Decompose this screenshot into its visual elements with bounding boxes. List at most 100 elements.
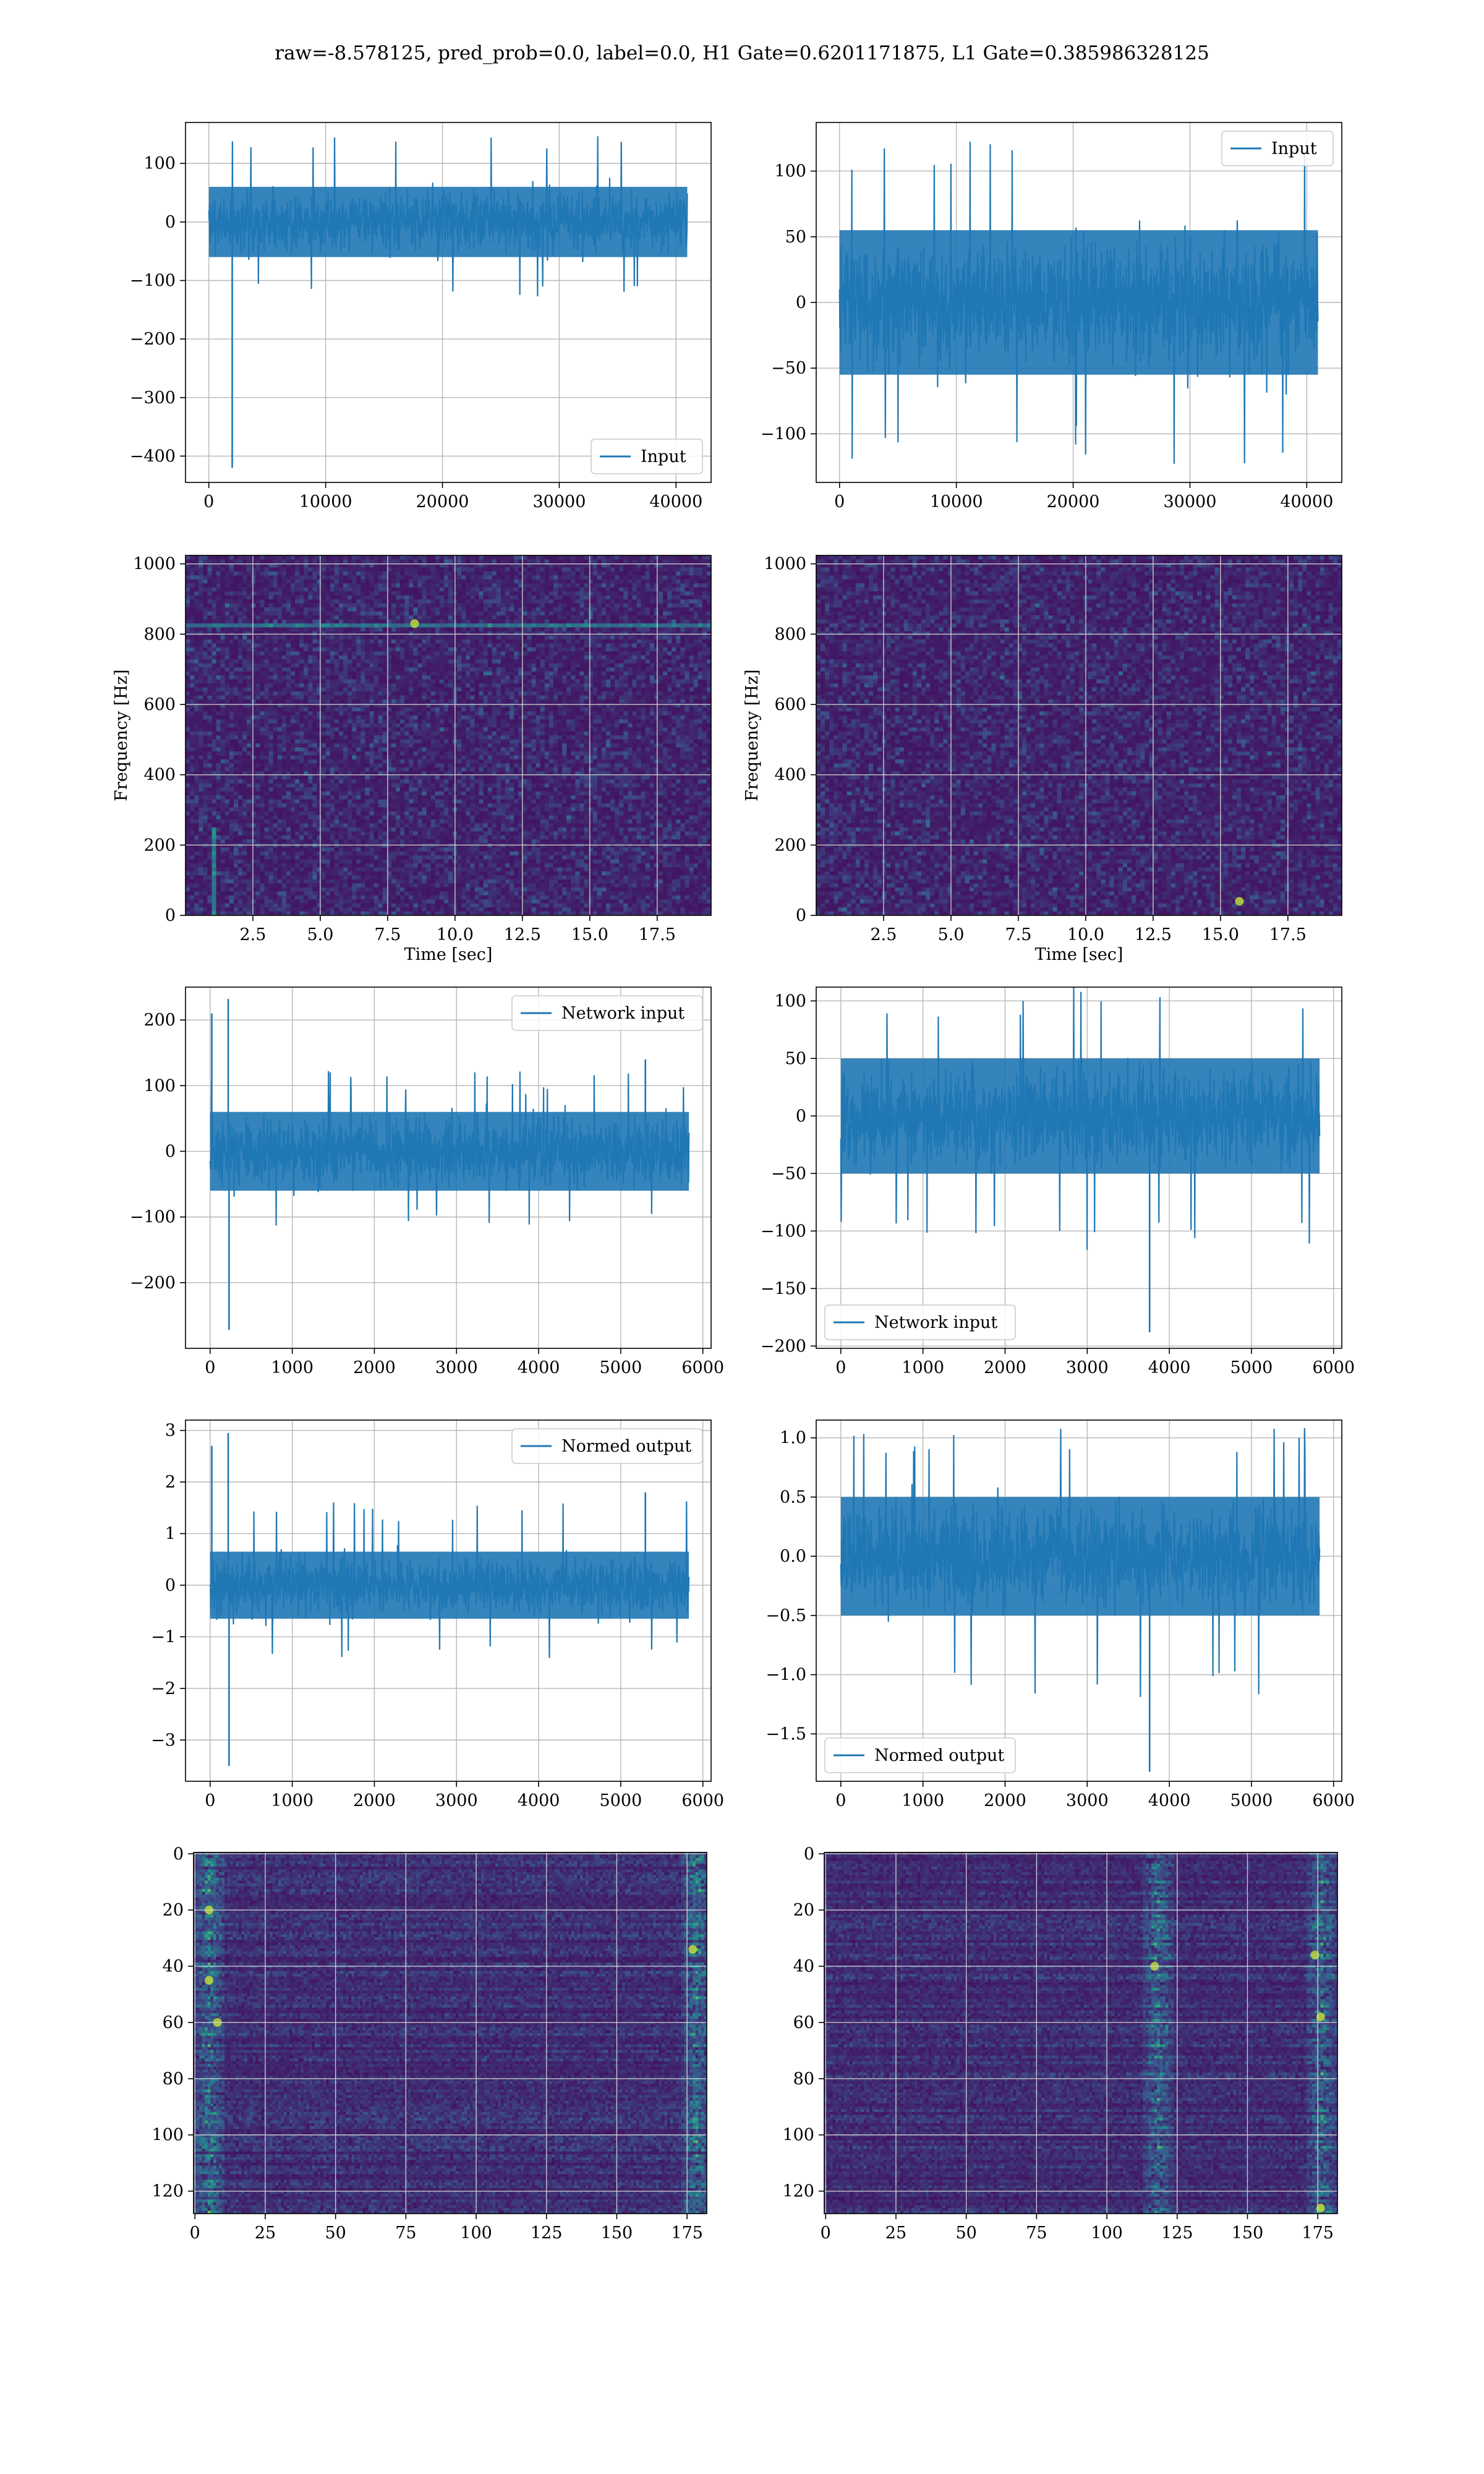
l1-normed-output-ytick-label: 0.0 — [780, 1547, 806, 1566]
l1-input-ytick-label: 50 — [785, 228, 806, 247]
l1-spectrogram-xlabel: Time [sec] — [1035, 945, 1124, 964]
l1-normed-output-ytick-label: 1.0 — [780, 1429, 806, 1448]
h1-input-ytick-label: −200 — [130, 330, 176, 349]
h1-network-input-xtick-label: 1000 — [271, 1358, 313, 1377]
l1-spectrogram-ytick-label: 0 — [796, 906, 806, 925]
l1-feature-map-xtick-label: 175 — [1302, 2224, 1334, 2243]
l1-feature-map-plot-area — [824, 1852, 1338, 2214]
l1-network-input-plot-area — [816, 985, 1342, 1348]
h1-normed-output-ytick-label: −2 — [151, 1679, 176, 1698]
l1-spectrogram-xtick-label: 10.0 — [1067, 925, 1104, 944]
l1-spectrogram-ytick-label: 1000 — [764, 555, 806, 574]
l1-input-ytick-label: 100 — [774, 162, 806, 181]
h1-normed-output-xtick-label: 1000 — [271, 1791, 313, 1810]
h1-network-input-xtick-label: 3000 — [435, 1358, 478, 1377]
l1-normed-output-ytick-label: 0.5 — [780, 1487, 806, 1507]
l1-input-xtick-label: 30000 — [1163, 492, 1216, 511]
l1-spectrogram-xtick-label: 15.0 — [1202, 925, 1239, 944]
l1-normed-output-xtick-label: 1000 — [902, 1791, 944, 1810]
l1-input-signal-band — [840, 230, 1318, 375]
h1-normed-output-signal-band — [210, 1552, 689, 1619]
h1-normed-output-xtick-label: 2000 — [353, 1791, 396, 1810]
l1-network-input-legend: Network input — [825, 1305, 1015, 1340]
l1-input-xtick-label: 0 — [834, 492, 845, 511]
h1-network-input-ytick-label: −200 — [130, 1273, 176, 1293]
h1-spectrogram-xtick-label: 15.0 — [571, 925, 608, 944]
l1-feature-map-xtick-label: 25 — [885, 2224, 906, 2243]
h1-input-legend: Input — [591, 439, 702, 474]
h1-network-input-panel: 0 1000 2000 3000 4000 5000 60002001000−100−200… — [130, 987, 724, 1377]
l1-input-legend: Input — [1222, 131, 1333, 166]
l1-spectrogram-ylabel: Frequency [Hz] — [743, 669, 762, 801]
h1-normed-output-ytick-label: 0 — [165, 1576, 176, 1595]
l1-input-legend-label: Input — [1271, 139, 1317, 158]
h1-spectrogram-panel: 2.5 5.0 7.5 10.0 12.5 15.0 17.5020040060080010… — [112, 555, 712, 964]
l1-network-input-legend-label: Network input — [874, 1313, 997, 1332]
l1-feature-map-ytick-label: 120 — [782, 2182, 814, 2201]
h1-feature-map-ytick-label: 60 — [163, 2013, 184, 2032]
h1-spectrogram-xlabel: Time [sec] — [404, 945, 493, 964]
h1-input-ytick-label: 0 — [165, 213, 176, 232]
h1-network-input-signal-band — [210, 1112, 689, 1191]
l1-normed-output-ytick-label: −1.0 — [765, 1666, 806, 1685]
l1-spectrogram-hotspot-0 — [1235, 897, 1243, 905]
l1-network-input-panel: 0 1000 2000 3000 4000 5000 6000100500−50−100−1… — [761, 985, 1355, 1377]
h1-normed-output-xtick-label: 5000 — [600, 1791, 642, 1810]
h1-normed-output-xtick-label: 0 — [205, 1791, 215, 1810]
l1-normed-output-xtick-label: 4000 — [1148, 1791, 1191, 1810]
l1-normed-output-legend: Normed output — [825, 1738, 1015, 1773]
l1-network-input-ytick-label: −150 — [761, 1279, 806, 1298]
l1-normed-output-legend-label: Normed output — [874, 1746, 1004, 1765]
l1-input-ytick-label: −100 — [761, 424, 806, 443]
h1-normed-output-ytick-label: −1 — [151, 1627, 176, 1646]
h1-network-input-legend-label: Network input — [561, 1004, 684, 1023]
h1-input-plot-area — [186, 122, 711, 482]
l1-feature-map-xtick-label: 0 — [821, 2224, 831, 2243]
l1-feature-map-ytick-label: 40 — [793, 1957, 814, 1976]
l1-feature-map-xtick-label: 125 — [1161, 2224, 1193, 2243]
h1-input-signal-band — [209, 187, 688, 257]
l1-normed-output-xtick-label: 6000 — [1312, 1791, 1355, 1810]
l1-input-ytick-label: −50 — [771, 359, 806, 378]
h1-network-input-xtick-label: 2000 — [353, 1358, 396, 1377]
l1-feature-map-xtick-label: 150 — [1232, 2224, 1264, 2243]
h1-network-input-xtick-label: 0 — [205, 1358, 215, 1377]
h1-feature-map-ytick-label: 20 — [163, 1901, 184, 1920]
h1-feature-map-xtick-label: 50 — [325, 2224, 346, 2243]
l1-network-input-xtick-label: 3000 — [1066, 1358, 1109, 1377]
h1-feature-map-xtick-label: 125 — [531, 2224, 563, 2243]
l1-network-input-xtick-label: 1000 — [902, 1358, 944, 1377]
l1-spectrogram-ytick-label: 800 — [774, 625, 806, 644]
l1-normed-output-xtick-label: 3000 — [1066, 1791, 1109, 1810]
l1-feature-map-ytick-label: 80 — [793, 2070, 814, 2089]
h1-spectrogram-ytick-label: 1000 — [133, 555, 176, 574]
h1-normed-output-xtick-label: 3000 — [435, 1791, 478, 1810]
l1-normed-output-xtick-label: 0 — [835, 1791, 846, 1810]
l1-network-input-xtick-label: 6000 — [1312, 1358, 1355, 1377]
l1-network-input-ytick-label: −200 — [761, 1337, 806, 1356]
l1-spectrogram-xtick-label: 7.5 — [1005, 925, 1031, 944]
h1-feature-map-xtick-label: 75 — [395, 2224, 416, 2243]
h1-normed-output-ytick-label: 3 — [165, 1421, 176, 1440]
h1-spectrogram-hotspot-0 — [411, 619, 419, 628]
h1-spectrogram-xtick-label: 2.5 — [239, 925, 266, 944]
l1-spectrogram-xtick-label: 12.5 — [1135, 925, 1172, 944]
h1-input-xtick-label: 40000 — [649, 492, 702, 511]
h1-spectrogram-xtick-label: 10.0 — [437, 925, 474, 944]
h1-network-input-xtick-label: 5000 — [600, 1358, 642, 1377]
l1-input-plot-area — [816, 122, 1342, 482]
h1-spectrogram-xtick-label: 17.5 — [639, 925, 676, 944]
l1-input-ytick-label: 0 — [796, 293, 806, 312]
l1-feature-map-ytick-label: 100 — [782, 2126, 814, 2145]
h1-input-ytick-label: −100 — [130, 272, 176, 291]
l1-feature-map-ytick-label: 20 — [793, 1901, 814, 1920]
h1-spectrogram-ytick-label: 600 — [143, 695, 176, 714]
l1-spectrogram-xtick-label: 2.5 — [870, 925, 897, 944]
l1-network-input-xtick-label: 4000 — [1148, 1358, 1191, 1377]
l1-normed-output-plot-area — [816, 1420, 1342, 1781]
l1-network-input-ytick-label: −50 — [771, 1164, 806, 1183]
h1-input-xtick-label: 10000 — [299, 492, 352, 511]
h1-normed-output-legend-label: Normed output — [561, 1437, 691, 1456]
